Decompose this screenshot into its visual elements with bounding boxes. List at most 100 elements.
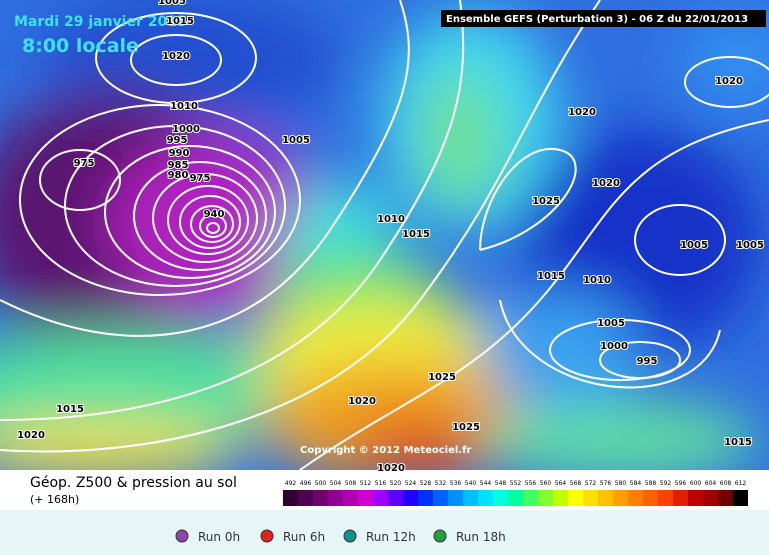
isobar-label: 1020	[592, 178, 620, 189]
run-button[interactable]	[433, 529, 447, 543]
scale-swatch	[523, 490, 538, 506]
scale-swatch	[358, 490, 373, 506]
scale-swatch	[463, 490, 478, 506]
isobar-label: 1000	[600, 341, 628, 352]
isobar-label: 1000	[172, 124, 200, 135]
isobar-label: 940	[204, 209, 225, 220]
model-label: Ensemble GEFS (Perturbation 3) - 06 Z du…	[446, 14, 748, 25]
isobar-label: 995	[167, 135, 188, 146]
run-label[interactable]: Run 18h	[456, 530, 506, 544]
scale-swatch	[538, 490, 553, 506]
scale-label: 584	[630, 480, 642, 487]
scale-label: 532	[435, 480, 447, 487]
scale-swatch	[418, 490, 433, 506]
scale-swatch	[733, 490, 748, 506]
scale-swatch	[493, 490, 508, 506]
scale-swatch	[643, 490, 658, 506]
scale-label: 576	[600, 480, 612, 487]
run-label[interactable]: Run 12h	[366, 530, 416, 544]
isobar-label: 1020	[17, 430, 45, 441]
model-box	[441, 10, 766, 27]
scale-swatch	[433, 490, 448, 506]
scale-swatch	[688, 490, 703, 506]
isobar-label: 1025	[452, 422, 480, 433]
scale-label: 508	[345, 480, 357, 487]
scale-label: 556	[525, 480, 537, 487]
scale-swatch	[673, 490, 688, 506]
scale-swatch	[613, 490, 628, 506]
time: 8:00 locale	[22, 35, 139, 57]
scale-label: 528	[420, 480, 432, 487]
isobar-label: 975	[190, 173, 211, 184]
legend-title: Géop. Z500 & pression au sol	[30, 475, 237, 491]
run-label[interactable]: Run 6h	[283, 530, 325, 544]
run-button[interactable]	[175, 529, 189, 543]
scale-label: 496	[300, 480, 312, 487]
isobar-label: 990	[169, 148, 190, 159]
isobar-label: 1015	[724, 437, 752, 448]
scale-label: 548	[495, 480, 507, 487]
scale-swatch	[628, 490, 643, 506]
isobar-label: 985	[168, 160, 189, 171]
scale-label: 612	[735, 480, 747, 487]
scale-label: 564	[555, 480, 567, 487]
scale-label: 560	[540, 480, 552, 487]
legend-lead: (+ 168h)	[30, 493, 79, 506]
isobar-label: 975	[74, 158, 95, 169]
scale-label: 524	[405, 480, 417, 487]
scale-label: 492	[285, 480, 297, 487]
scale-label: 520	[390, 480, 402, 487]
scale-swatch	[298, 490, 313, 506]
scale-label: 596	[675, 480, 687, 487]
map	[0, 0, 769, 470]
scale-label: 540	[465, 480, 477, 487]
scale-swatch	[328, 490, 343, 506]
isobar-label: 980	[168, 170, 189, 181]
scale-swatch	[343, 490, 358, 506]
scale-swatch	[388, 490, 403, 506]
run-button[interactable]	[343, 529, 357, 543]
scale-swatch	[553, 490, 568, 506]
scale-label: 588	[645, 480, 657, 487]
isobar-label: 1020	[377, 463, 405, 474]
scale-swatch	[373, 490, 388, 506]
scale-label: 580	[615, 480, 627, 487]
scale-label: 516	[375, 480, 387, 487]
scale-swatch	[283, 490, 298, 506]
scale-label: 544	[480, 480, 492, 487]
scale-label: 604	[705, 480, 717, 487]
scale-label: 592	[660, 480, 672, 487]
scale-swatch	[718, 490, 733, 506]
isobar-label: 995	[637, 356, 658, 367]
scale-swatch	[313, 490, 328, 506]
scale-swatch	[598, 490, 613, 506]
scale-swatch	[448, 490, 463, 506]
isobar-label: 1015	[166, 16, 194, 27]
scale-label: 608	[720, 480, 732, 487]
date: Mardi 29 janvier 2013	[14, 14, 187, 30]
scale-label: 568	[570, 480, 582, 487]
isobar-label: 1010	[377, 214, 405, 225]
scale-label: 600	[690, 480, 702, 487]
isobar-label: 1010	[583, 275, 611, 286]
scale-label: 512	[360, 480, 372, 487]
isobars	[0, 0, 769, 470]
scale-label: 572	[585, 480, 597, 487]
isobar-label: 1005	[282, 135, 310, 146]
isobar-label: 1020	[348, 396, 376, 407]
isobar-label: 1005	[736, 240, 764, 251]
scale-swatch	[478, 490, 493, 506]
run-button[interactable]	[260, 529, 274, 543]
scale-label: 536	[450, 480, 462, 487]
isobar-label: 1025	[532, 196, 560, 207]
copyright: Copyright © 2012 Meteociel.fr	[300, 445, 471, 456]
isobar-label: 1005	[597, 318, 625, 329]
scale-swatch	[508, 490, 523, 506]
scale-swatch	[703, 490, 718, 506]
isobar-label: 1015	[537, 271, 565, 282]
run-label[interactable]: Run 0h	[198, 530, 240, 544]
isobar-label: 1020	[162, 51, 190, 62]
isobar-label: 1020	[715, 76, 743, 87]
